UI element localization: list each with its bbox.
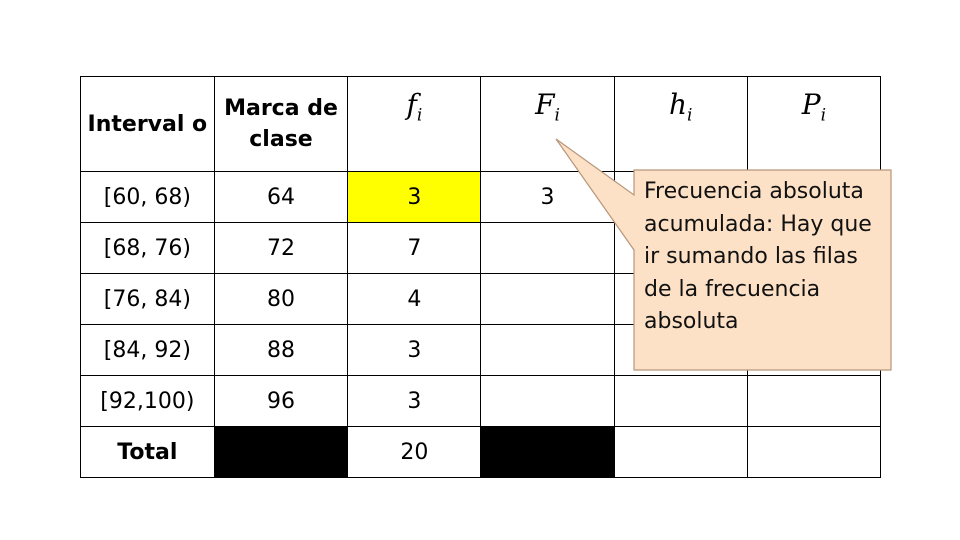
cell-interval: [76, 84) <box>80 273 215 325</box>
cell-Fi <box>480 273 615 325</box>
callout-note: Frecuencia absoluta acumulada: Hay que i… <box>555 138 892 371</box>
cell-interval: [68, 76) <box>80 222 215 274</box>
total-hi <box>613 426 748 478</box>
header-Fi: Fi <box>480 76 615 172</box>
cell-mark: 64 <box>213 171 349 223</box>
cell-interval: [60, 68) <box>80 171 215 223</box>
total-label: Total <box>80 426 215 478</box>
cell-mark: 72 <box>213 222 349 274</box>
cell-Fi <box>480 222 615 274</box>
total-fi: 20 <box>347 426 482 478</box>
cell-mark: 80 <box>213 273 349 325</box>
cell-fi: 3 <box>347 375 482 427</box>
cell-mark: 88 <box>213 324 349 376</box>
cell-interval: [84, 92) <box>80 324 215 376</box>
header-class-mark: Marca de clase <box>213 76 349 172</box>
cell-hi <box>613 375 748 427</box>
cell-Fi <box>480 324 615 376</box>
cell-fi: 7 <box>347 222 482 274</box>
header-hi: hi <box>613 76 748 172</box>
header-interval: Interval o <box>80 76 215 172</box>
blacked-cell <box>213 426 349 478</box>
blacked-cell <box>480 426 615 478</box>
total-row: Total 20 <box>80 426 882 478</box>
cell-fi: 3 <box>347 171 482 223</box>
header-fi: fi <box>347 76 482 172</box>
cell-mark: 96 <box>213 375 349 427</box>
cell-fi: 3 <box>347 324 482 376</box>
header-row: Interval o Marca de clase fi Fi hi Pi <box>80 76 882 172</box>
cell-fi: 4 <box>347 273 482 325</box>
cell-interval: [92,100) <box>80 375 215 427</box>
total-Pi <box>746 426 882 478</box>
callout-text: Frecuencia absoluta acumulada: Hay que i… <box>644 179 872 334</box>
table-row: [92,100) 96 3 <box>80 375 882 427</box>
header-Pi: Pi <box>746 76 882 172</box>
callout-shape <box>555 138 892 371</box>
